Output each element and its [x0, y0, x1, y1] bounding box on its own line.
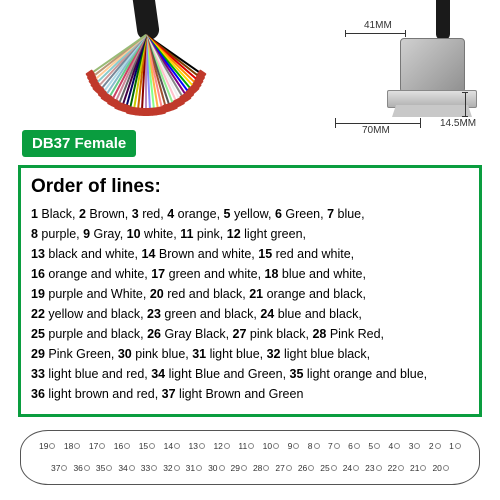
pin: 29: [231, 463, 247, 473]
pin: 33: [141, 463, 157, 473]
pin-row-bottom: 37 36 35 34 33 32 31 30 29 28 27 26 25 24 23 22 21 20: [51, 463, 449, 473]
pin: 23: [365, 463, 381, 473]
dim-top-label: 41MM: [362, 20, 394, 31]
pin: 35: [96, 463, 112, 473]
pin: 1: [449, 441, 461, 451]
pinout-diagram: 19181716151413121110987654321 3736353433…: [20, 430, 480, 485]
pin: 4: [389, 441, 401, 451]
dim-line-top: [345, 33, 405, 34]
pin: 26: [298, 463, 314, 473]
connector-illustration: 41MM 70MM 14.5MM: [240, 0, 480, 135]
pin: 27: [275, 463, 291, 473]
pin: 15: [139, 441, 155, 451]
pin: 6: [348, 441, 360, 451]
connector-cable: [436, 0, 450, 40]
pin: 32: [163, 463, 179, 473]
pin: 17: [89, 441, 105, 451]
pin: 18: [64, 441, 80, 451]
info-line: 19 purple and White, 20 red and black, 2…: [31, 284, 469, 304]
pin: 19: [39, 441, 55, 451]
pin: 37: [51, 463, 67, 473]
pin: 24: [343, 463, 359, 473]
connector-face: [392, 105, 472, 117]
pin: 12: [213, 441, 229, 451]
pin: 7: [328, 441, 340, 451]
cable-bundle-illustration: [85, 0, 195, 125]
info-title: Order of lines:: [31, 176, 469, 198]
top-illustration-area: 41MM 70MM 14.5MM: [0, 0, 500, 145]
pin: 30: [208, 463, 224, 473]
info-line: 22 yellow and black, 23 green and black,…: [31, 304, 469, 324]
info-line: 29 Pink Green, 30 pink blue, 31 light bl…: [31, 344, 469, 364]
info-line: 16 orange and white, 17 green and white,…: [31, 264, 469, 284]
pin-row-top: 19 18 17 16 15 14 13 12 11 10 987654321: [39, 441, 461, 451]
pinout-shell: 19181716151413121110987654321 3736353433…: [20, 430, 480, 485]
pin: 10: [263, 441, 279, 451]
pin: 2: [429, 441, 441, 451]
dim-line-right: [465, 92, 466, 116]
pin: 3: [409, 441, 421, 451]
pin: 31: [186, 463, 202, 473]
pin: 13: [189, 441, 205, 451]
dim-bottom-label: 70MM: [360, 125, 392, 136]
info-line: 1 Black, 2 Brown, 3 red, 4 orange, 5 yel…: [31, 204, 469, 224]
pin: 28: [253, 463, 269, 473]
pin: 16: [114, 441, 130, 451]
info-lines: 1 Black, 2 Brown, 3 red, 4 orange, 5 yel…: [31, 204, 469, 404]
pin: 22: [388, 463, 404, 473]
connector-type-badge: DB37 Female: [22, 130, 136, 157]
pin: 14: [164, 441, 180, 451]
pin: 9: [288, 441, 300, 451]
dim-depth-label: 14.5MM: [438, 118, 478, 129]
pin: 25: [320, 463, 336, 473]
pin: 21: [410, 463, 426, 473]
dim-line-bottom: [335, 123, 420, 124]
pin: 20: [432, 463, 448, 473]
info-line: 25 purple and black, 26 Gray Black, 27 p…: [31, 324, 469, 344]
pin: 5: [368, 441, 380, 451]
info-line: 36 light brown and red, 37 light Brown a…: [31, 384, 469, 404]
info-line: 13 black and white, 14 Brown and white, …: [31, 244, 469, 264]
wire-order-box: Order of lines: 1 Black, 2 Brown, 3 red,…: [18, 165, 482, 417]
wire-fan: [95, 35, 195, 125]
info-line: 8 purple, 9 Gray, 10 white, 11 pink, 12 …: [31, 224, 469, 244]
pin: 36: [73, 463, 89, 473]
connector-hood: [400, 38, 465, 93]
pin: 34: [118, 463, 134, 473]
pin: 11: [238, 441, 254, 451]
info-line: 33 light blue and red, 34 light Blue and…: [31, 364, 469, 384]
pin: 8: [308, 441, 320, 451]
